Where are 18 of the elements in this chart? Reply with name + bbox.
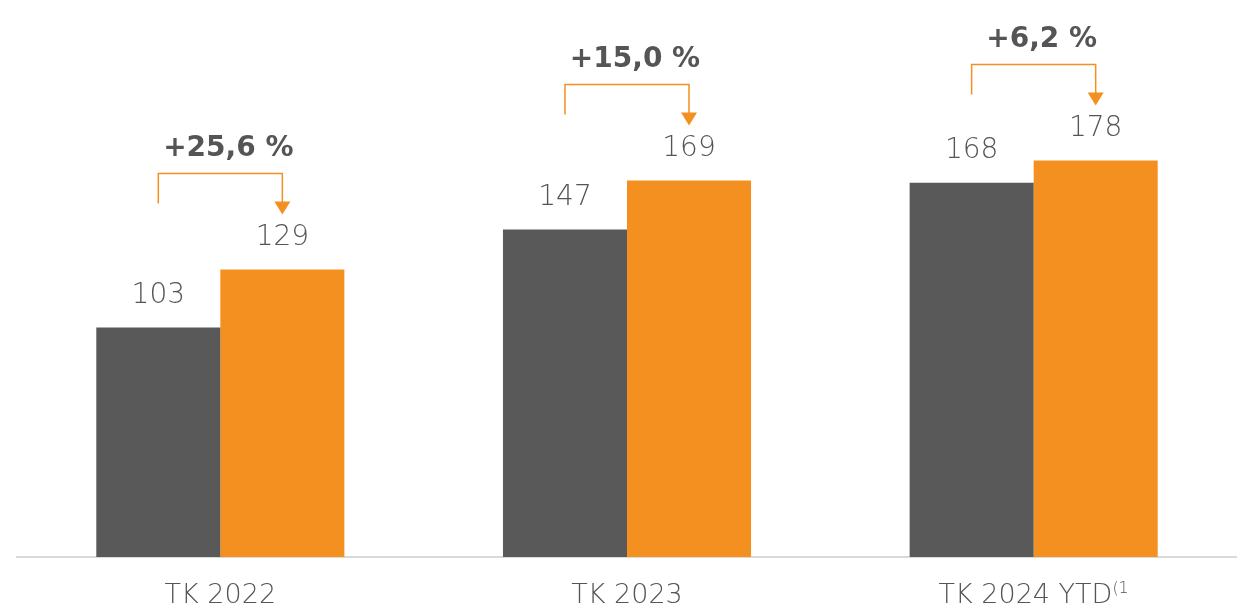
data-label: 129 bbox=[255, 218, 310, 252]
annotation: +25,6 % bbox=[163, 129, 294, 163]
text: +6,2 % bbox=[986, 20, 1098, 54]
bar bbox=[502, 229, 627, 557]
data-label: 103 bbox=[131, 276, 186, 310]
x-tick-label: TK 2022 bbox=[164, 578, 277, 609]
bar bbox=[96, 327, 221, 557]
bar bbox=[909, 182, 1034, 557]
text: +15,0 % bbox=[569, 40, 701, 74]
data-label: 178 bbox=[1068, 109, 1123, 143]
data-label: 169 bbox=[662, 129, 716, 163]
x-tick-label: TK 2024 YTD$^{(1}$ bbox=[938, 578, 1129, 609]
x-tick-label: TK 2023 bbox=[571, 578, 683, 609]
bar bbox=[220, 269, 345, 557]
bar bbox=[627, 180, 752, 557]
data-label: 168 bbox=[944, 131, 999, 165]
bar bbox=[1033, 160, 1158, 557]
data-label: 147 bbox=[538, 178, 592, 212]
